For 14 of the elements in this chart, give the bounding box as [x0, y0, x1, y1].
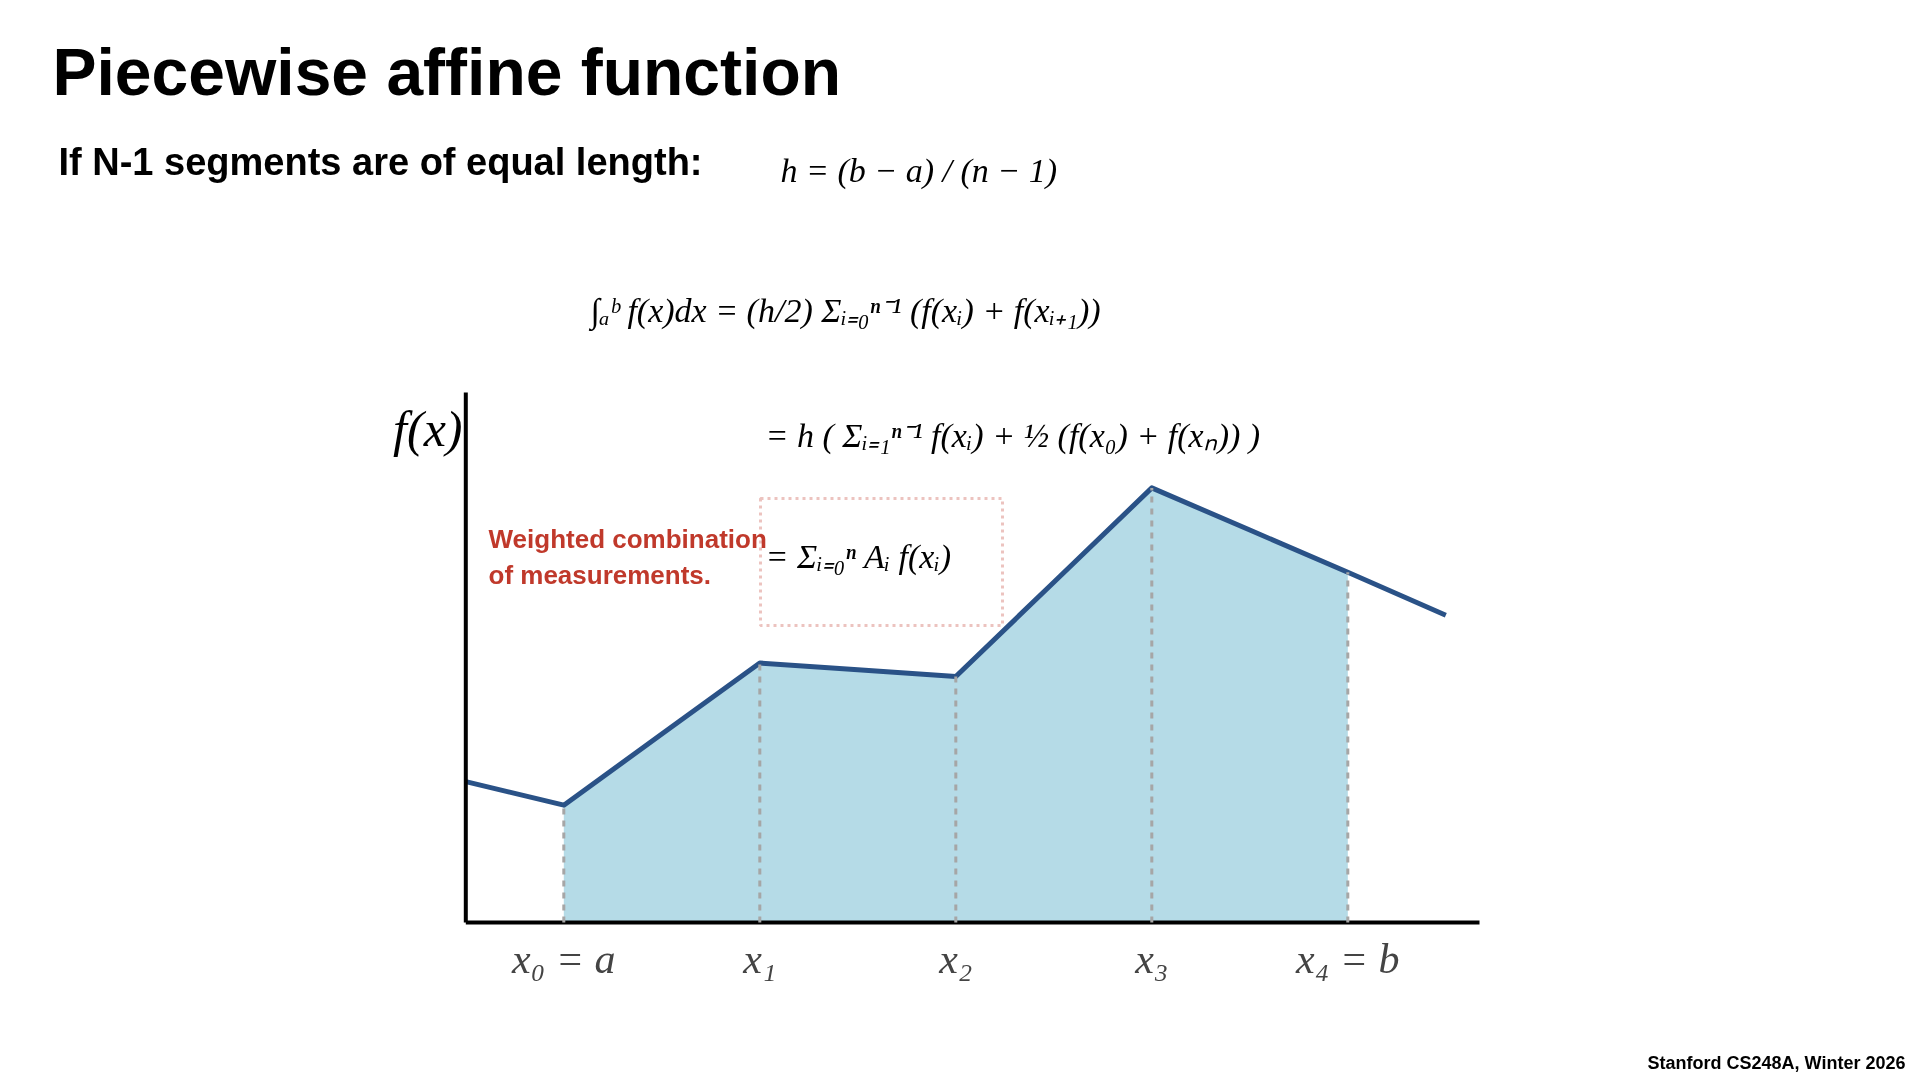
- x-tick-label: x₁: [742, 935, 777, 982]
- annotation: Weighted combination of measurements.: [488, 523, 767, 590]
- text: Stanford CS248A, Winter 2026: [1647, 1052, 1906, 1073]
- text: h = (b − a) / (n − 1): [780, 152, 1058, 190]
- x-tick-label: x₀ = a: [511, 935, 616, 982]
- text: ∫ₐᵇ f(x)dx = (h/2) Σᵢ₌₀ⁿ⁻¹ (f(xᵢ) + f(xᵢ₊₁)): [588, 292, 1101, 332]
- chart-title: Piecewise affine function: [52, 34, 842, 109]
- annotation: = Σᵢ₌₀ⁿ Aᵢ f(xᵢ): [765, 538, 952, 576]
- chart-subtitle: If N-1 segments are of equal length:: [58, 140, 703, 183]
- text: = h ( Σᵢ₌₁ⁿ⁻¹ f(xᵢ) + ½ (f(x₀) + f(xₙ)) ): [765, 417, 1261, 455]
- x-tick-label: x₃: [1134, 935, 1169, 982]
- x-tick-label: x₂: [938, 935, 973, 982]
- y-axis-title: f(x): [393, 400, 463, 457]
- x-tick-label: x₄ = b: [1295, 935, 1400, 982]
